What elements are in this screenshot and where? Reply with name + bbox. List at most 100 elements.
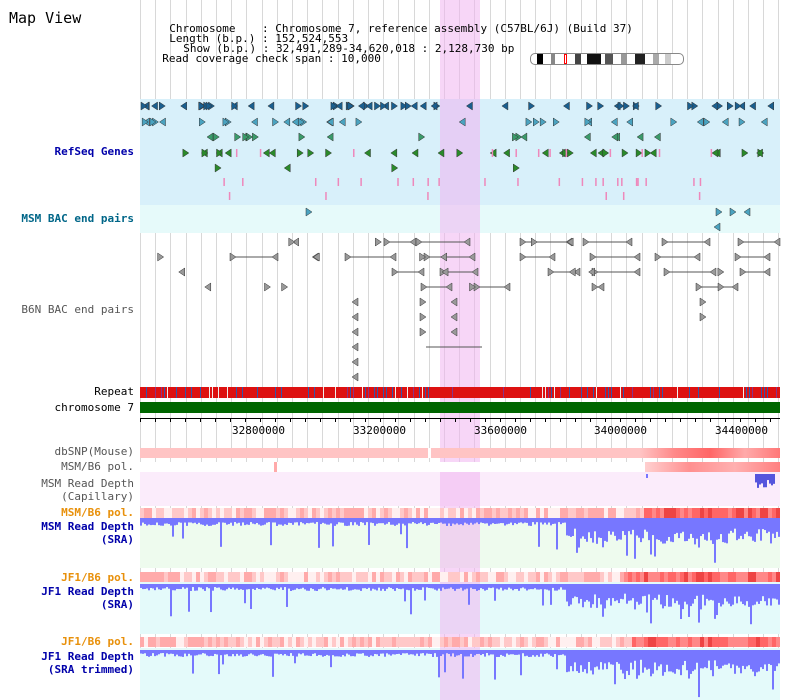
label-jf1-b6-pol-2[interactable]: JF1/B6 pol. xyxy=(61,635,134,648)
label-msm-depth-cap-sub[interactable]: (Capillary) xyxy=(61,490,134,503)
grid-line xyxy=(733,0,734,700)
jf1-b6-pol-1-bin xyxy=(416,572,420,582)
jf1-depth-trim-bar xyxy=(244,650,246,657)
jf1-depth-trim-bar xyxy=(632,650,634,670)
msm-depth-sra-bar xyxy=(438,518,440,523)
msm-depth-sra-bar xyxy=(626,518,628,556)
dbsnp-track[interactable] xyxy=(140,448,780,458)
jf1-depth-sra-bar xyxy=(498,584,500,590)
axis-tick xyxy=(650,418,651,422)
msm-depth-sra-bar xyxy=(344,518,346,526)
jf1-depth-trim-bar xyxy=(262,650,264,655)
jf1-depth-sra-bar xyxy=(630,584,632,601)
refseq-gene xyxy=(528,101,536,111)
label-msm-depth-sra[interactable]: MSM Read Depth xyxy=(41,520,134,533)
label-refseq-genes[interactable]: RefSeq Genes xyxy=(54,145,134,158)
jf1-depth-trim-bar xyxy=(400,650,402,655)
chromosome-track[interactable] xyxy=(140,402,780,413)
jf1-depth-trim-bar xyxy=(180,650,182,657)
msm-b6-pol-2-bin xyxy=(492,508,496,518)
label-jf1-depth-sra-sub[interactable]: (SRA) xyxy=(100,598,134,611)
label-msm-b6-pol-2[interactable]: MSM/B6 pol. xyxy=(61,506,134,519)
msm-depth-sra-bar xyxy=(530,518,532,526)
jf1-depth-trim-bar xyxy=(228,650,230,657)
jf1-b6-pol-2-bin xyxy=(684,637,688,647)
label-chromosome[interactable]: chromosome 7 xyxy=(54,401,134,414)
msm-b6-pol-2-bin xyxy=(696,508,700,518)
jf1-depth-sra-bar xyxy=(144,584,146,589)
refseq-gene xyxy=(653,132,661,142)
msm-depth-sra-bar xyxy=(472,518,474,525)
msm-depth-sra-bar xyxy=(470,518,472,523)
bac-end xyxy=(419,327,427,337)
bac-end xyxy=(450,312,458,322)
jf1-b6-pol-1-bin xyxy=(504,572,508,582)
jf1-depth-sra-bar xyxy=(416,584,418,590)
axis-tick xyxy=(185,418,186,422)
bac-end xyxy=(383,237,391,247)
repeat-track[interactable] xyxy=(140,387,780,398)
msm-b6-pol-2-bin xyxy=(204,508,208,518)
label-msm-bac[interactable]: MSM BAC end pairs xyxy=(21,212,134,225)
jf1-depth-trim-bar xyxy=(544,650,546,654)
jf1-depth-sra-bar xyxy=(640,584,642,604)
selection-highlight[interactable] xyxy=(440,0,480,700)
jf1-depth-sra-bar xyxy=(166,584,168,588)
jf1-depth-sra-bar xyxy=(278,584,280,590)
jf1-depth-sra-bar xyxy=(674,584,676,604)
jf1-depth-sra-bar xyxy=(316,584,318,591)
label-jf1-depth-sra[interactable]: JF1 Read Depth xyxy=(41,585,134,598)
jf1-b6-pol-1-bin xyxy=(492,572,496,582)
jf1-depth-trim-bar xyxy=(654,650,656,663)
jf1-depth-trim-bar xyxy=(384,650,386,657)
label-jf1-b6-pol-1[interactable]: JF1/B6 pol. xyxy=(61,571,134,584)
msm-depth-sra-bar xyxy=(616,518,618,541)
msm-depth-sra-bar xyxy=(684,518,686,542)
msm-depth-sra-bar xyxy=(564,518,566,523)
msm-b6-pol-2-bin xyxy=(612,508,616,518)
label-msm-depth-cap[interactable]: MSM Read Depth xyxy=(41,477,134,490)
msm-b6-pol-2-bin xyxy=(340,508,344,518)
label-msm-b6-pol-1[interactable]: MSM/B6 pol. xyxy=(61,460,134,473)
jf1-depth-trim-bar xyxy=(682,650,684,666)
bac-end xyxy=(654,252,662,262)
msm-b6-pol-2-bin xyxy=(364,508,368,518)
msm-depth-sra-bar xyxy=(712,518,714,544)
ideogram-band xyxy=(537,54,543,64)
jf1-b6-pol-2-bin xyxy=(400,637,404,647)
label-jf1-depth-trim[interactable]: JF1 Read Depth xyxy=(41,650,134,663)
repeat-element xyxy=(200,387,201,398)
jf1-depth-trim-bar xyxy=(574,650,576,663)
jf1-b6-pol-1-bin xyxy=(640,572,644,582)
jf1-b6-pol-2-bin xyxy=(424,637,428,647)
jf1-b6-pol-2-bin xyxy=(588,637,592,647)
msm-b6-pol-1-track[interactable] xyxy=(140,462,780,472)
msm-depth-sra-bar xyxy=(672,518,674,543)
msm-depth-sra-bar xyxy=(334,518,336,526)
jf1-depth-trim-bar xyxy=(766,650,768,671)
bac-end xyxy=(375,237,382,247)
msm-depth-sra-bar xyxy=(424,518,426,524)
msm-b6-pol-2-bin xyxy=(592,508,596,518)
msm-depth-sra-bar xyxy=(232,518,234,526)
jf1-depth-sra-bar xyxy=(262,584,264,588)
jf1-b6-pol-2-bin xyxy=(200,637,204,647)
msm-depth-sra-bar xyxy=(298,518,300,526)
chromosome-ideogram[interactable] xyxy=(530,53,684,65)
label-jf1-depth-trim-sub[interactable]: (SRA trimmed) xyxy=(47,663,134,676)
jf1-depth-sra-bar xyxy=(682,584,684,610)
label-dbsnp[interactable]: dbSNP(Mouse) xyxy=(54,445,134,458)
label-repeat[interactable]: Repeat xyxy=(94,385,134,398)
jf1-depth-sra-bar xyxy=(722,584,724,605)
msm-depth-sra-bar xyxy=(272,518,274,523)
jf1-b6-pol-1-bin xyxy=(680,572,684,582)
jf1-b6-pol-1-bin xyxy=(540,572,544,582)
label-msm-depth-sra-sub[interactable]: (SRA) xyxy=(100,533,134,546)
jf1-b6-pol-2-bin xyxy=(464,637,468,647)
jf1-depth-trim-bar xyxy=(368,650,370,657)
jf1-depth-trim-bar xyxy=(144,650,146,654)
label-b6n-bac[interactable]: B6N BAC end pairs xyxy=(21,303,134,316)
jf1-b6-pol-1-bin xyxy=(676,572,680,582)
refseq-gene xyxy=(374,101,381,111)
jf1-depth-sra-bar xyxy=(442,584,444,588)
